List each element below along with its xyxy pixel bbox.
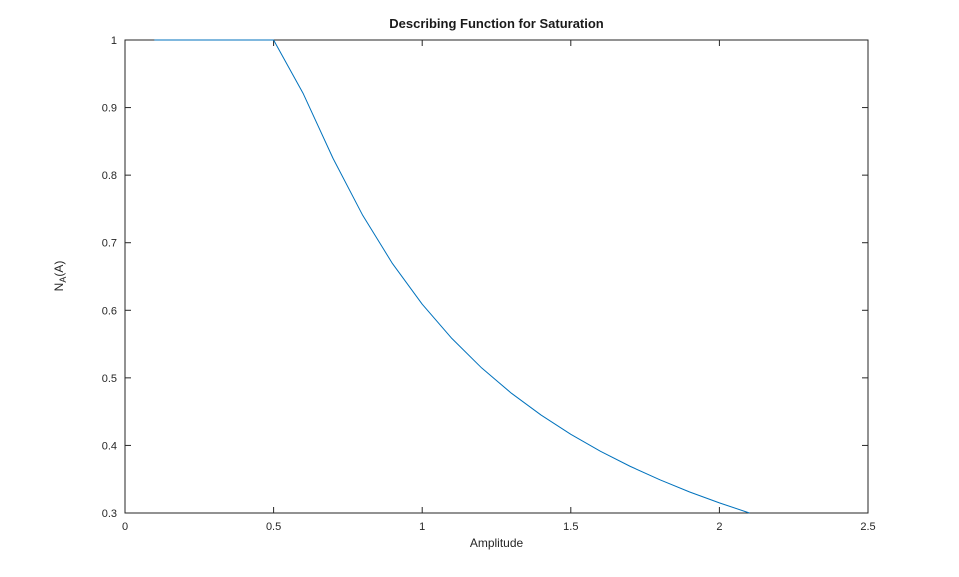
y-tick-label: 0.4 xyxy=(102,440,117,452)
x-tick-label: 1 xyxy=(419,521,425,533)
x-axis-label: Amplitude xyxy=(469,536,524,550)
series-line xyxy=(154,39,750,514)
x-tick-label: 2.5 xyxy=(860,521,875,533)
axes-box xyxy=(124,39,869,514)
y-tick-label: 0.8 xyxy=(102,170,117,182)
y-tick-label: 0.5 xyxy=(102,373,117,385)
x-tick-label: 2 xyxy=(716,521,722,533)
y-axis-label-base: N xyxy=(51,282,66,292)
y-tick-label: 0.7 xyxy=(102,238,117,250)
y-tick-label: 0.3 xyxy=(102,508,117,520)
y-tick-label: 0.6 xyxy=(102,305,117,317)
y-tick-label: 0.9 xyxy=(102,103,117,115)
y-tick-label: 1 xyxy=(111,35,117,47)
x-tick-label: 1.5 xyxy=(563,521,578,533)
y-axis-label: NA(A) xyxy=(52,246,68,306)
x-tick-label: 0.5 xyxy=(266,521,281,533)
y-axis-label-rest: (A) xyxy=(51,260,66,277)
y-axis-label-subscript: A xyxy=(58,276,69,283)
x-tick-label: 0 xyxy=(122,521,128,533)
chart-title: Describing Function for Saturation xyxy=(389,16,604,31)
